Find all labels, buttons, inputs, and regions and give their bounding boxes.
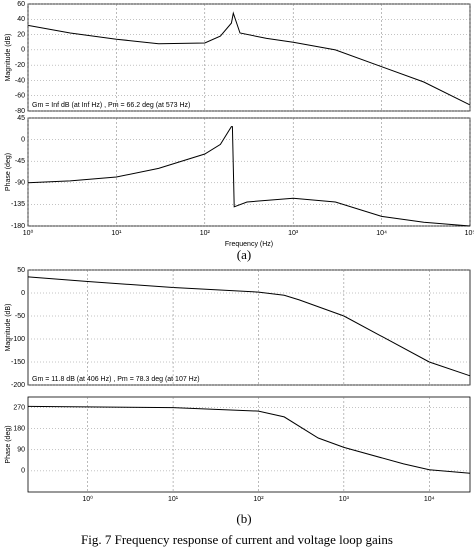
y-axis-label: Magnitude (dB) [5,304,12,352]
y-tick-label: 40 [17,16,25,23]
subcaption: (b) [236,511,251,526]
y-tick-label: -135 [11,201,25,208]
curve [27,11,471,106]
x-tick-label: 10¹ [111,230,122,237]
annotation: Gm = 11.8 dB (at 406 Hz) , Pm = 78.3 deg… [32,376,200,383]
y-tick-label: 90 [17,447,25,454]
x-tick-label: 10³ [339,496,350,503]
x-tick-label: 10² [253,496,264,503]
plot-frame [27,117,471,227]
x-tick-label: 10³ [288,230,299,237]
y-tick-label: 45 [17,115,25,122]
annotation: Gm = Inf dB (at Inf Hz) , Pm = 66.2 deg … [32,102,190,109]
y-tick-label: -90 [15,180,25,187]
y-tick-label: 180 [13,426,25,433]
figure-caption: Fig. 7 Frequency response of current and… [81,532,393,547]
y-tick-label: 50 [17,267,25,274]
curve [27,405,471,474]
y-tick-label: 0 [21,136,25,143]
y-tick-label: 60 [17,1,25,8]
y-tick-label: -100 [11,336,25,343]
x-tick-label: 10⁰ [23,229,34,237]
y-tick-label: -40 [15,77,25,84]
y-axis-label: Phase (deg) [5,153,12,191]
x-tick-label: 10⁰ [82,495,93,503]
curve [27,276,471,377]
y-tick-label: 0 [21,468,25,475]
y-axis-label: Magnitude (dB) [5,34,12,82]
y-tick-label: 270 [13,404,25,411]
y-tick-label: -200 [11,382,25,389]
subcaption: (a) [237,247,251,262]
y-tick-label: -45 [15,158,25,165]
y-tick-label: 20 [17,31,25,38]
x-tick-label: 10² [200,230,211,237]
x-tick-label: 10¹ [168,496,179,503]
x-tick-label: 10⁴ [376,230,387,237]
y-tick-label: -60 [15,93,25,100]
y-tick-label: 0 [21,290,25,297]
x-tick-label: 10⁴ [424,496,435,503]
y-tick-label: -50 [15,313,25,320]
plot-frame [27,396,471,493]
y-tick-label: -20 [15,62,25,69]
plot-frame [27,269,471,386]
y-tick-label: -80 [15,108,25,115]
y-tick-label: -180 [11,223,25,230]
x-axis-label: Frequency (Hz) [225,241,273,248]
x-tick-label: 10⁵ [465,230,474,237]
y-tick-label: 0 [21,47,25,54]
curve [27,126,471,227]
plot-frame [27,3,471,112]
y-tick-label: -150 [11,359,25,366]
y-axis-label: Phase (deg) [5,425,12,463]
